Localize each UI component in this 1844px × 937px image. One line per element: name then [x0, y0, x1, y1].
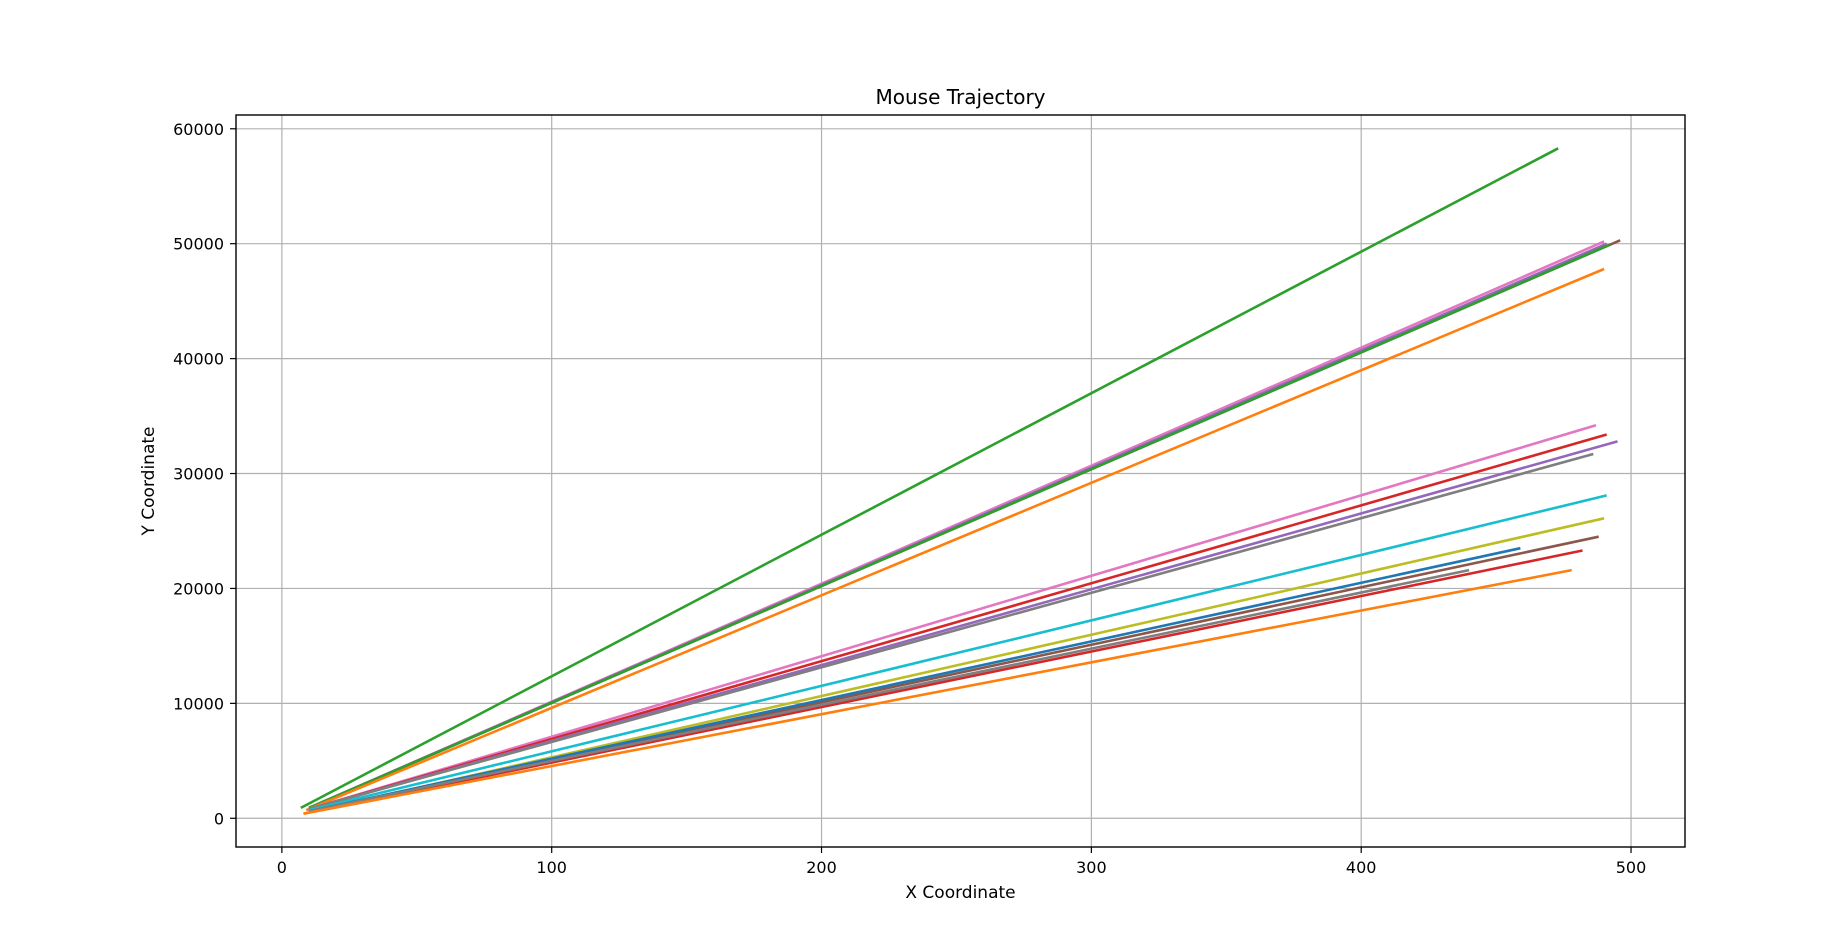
- x-tick-label: 200: [806, 858, 837, 877]
- y-tick-label: 20000: [173, 579, 224, 598]
- series-line-7: [308, 424, 1597, 811]
- y-tick-label: 60000: [173, 120, 224, 139]
- x-tick-label: 100: [536, 858, 567, 877]
- x-axis-title: X Coordinate: [905, 883, 1015, 903]
- y-axis-title: Y Coordinate: [139, 427, 159, 537]
- series-line-8: [308, 433, 1608, 811]
- y-tick-label: 40000: [173, 350, 224, 369]
- series-line-14: [308, 546, 1521, 813]
- series-line-17: [303, 568, 1572, 815]
- plot-frame: [235, 114, 1686, 848]
- x-axis-ticks: 0 100 200 300 400 500: [277, 847, 1647, 877]
- y-tick-label: 0: [214, 809, 224, 828]
- chart-title: Mouse Trajectory: [876, 85, 1046, 109]
- series-line-5: [308, 243, 1610, 810]
- series-line-6: [305, 267, 1605, 812]
- x-tick-label: 300: [1076, 858, 1107, 877]
- y-axis-ticks: 0 10000 20000 30000 40000 50000 60000: [173, 120, 236, 828]
- x-tick-label: 500: [1616, 858, 1647, 877]
- series-line-10: [308, 452, 1594, 811]
- plot-series: [300, 147, 1621, 815]
- series-line-15: [314, 549, 1583, 813]
- grid: [236, 115, 1685, 847]
- series-line-16: [308, 568, 1470, 813]
- y-tick-label: 30000: [173, 465, 224, 484]
- y-tick-label: 50000: [173, 235, 224, 254]
- x-tick-label: 400: [1346, 858, 1377, 877]
- y-tick-label: 10000: [173, 694, 224, 713]
- series-line-1: [300, 147, 1559, 810]
- series-line-11: [308, 494, 1608, 812]
- x-tick-label: 0: [277, 858, 287, 877]
